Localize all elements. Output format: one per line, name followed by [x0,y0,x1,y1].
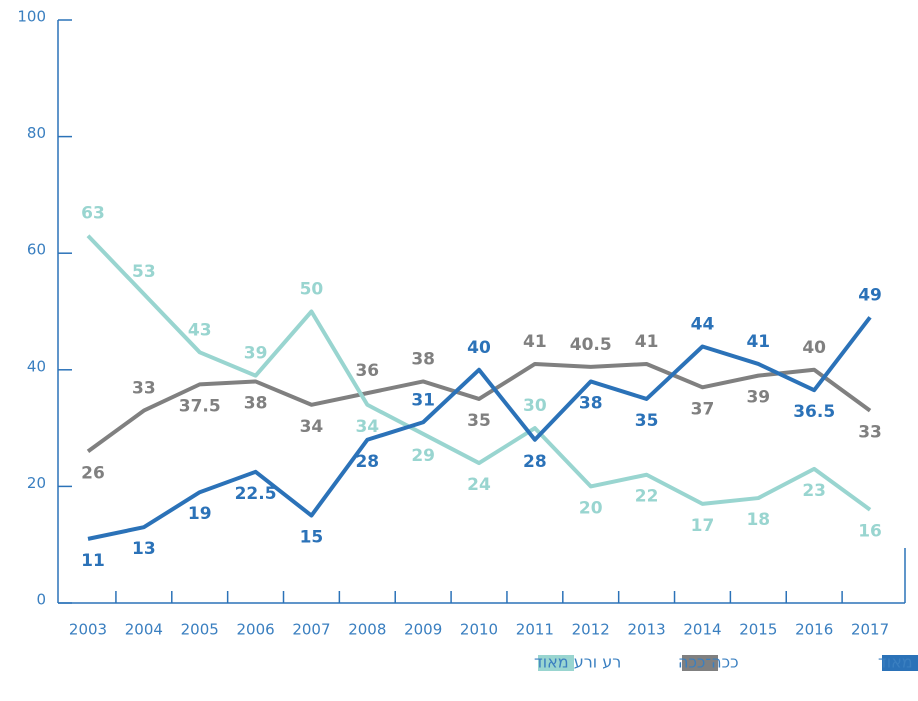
legend-label: ככה־ככה [678,653,739,672]
value-label: 23 [802,481,826,501]
value-label: 35 [467,411,491,431]
value-label: 34 [300,417,324,437]
legend-label: רע ורע מאוד [534,653,621,672]
x-tick-label: 2011 [516,621,554,639]
value-label: 15 [300,528,324,548]
value-label: 18 [746,510,770,530]
value-label: 41 [746,332,770,352]
value-label: 44 [691,314,715,334]
value-label: 19 [188,504,212,524]
y-tick-label: 80 [27,124,46,142]
value-label: 37 [691,399,715,419]
value-label: 22.5 [235,484,277,504]
legend-label: טוב וטוב מאוד [878,653,918,672]
value-label: 41 [523,332,547,352]
value-label: 30 [523,396,547,416]
y-tick-label: 100 [17,8,46,26]
value-label: 28 [523,452,547,472]
y-tick-label: 0 [36,591,46,609]
x-tick-label: 2010 [460,621,498,639]
legend-swatch [882,655,918,671]
value-label: 36 [355,361,379,381]
value-label: 29 [411,446,435,466]
x-tick-label: 2017 [851,621,889,639]
y-tick-label: 60 [27,241,46,259]
value-label: 34 [355,417,379,437]
x-tick-label: 2015 [739,621,777,639]
value-label: 35 [635,411,659,431]
x-tick-label: 2009 [404,621,442,639]
value-label: 28 [355,452,379,472]
value-label: 26 [81,463,105,483]
x-tick-label: 2012 [572,621,610,639]
y-tick-label: 40 [27,357,46,375]
value-label: 43 [188,320,212,340]
value-label: 24 [467,475,491,495]
value-label: 33 [132,379,156,399]
value-label: 16 [858,522,882,542]
value-label: 38 [411,349,435,369]
x-tick-label: 2004 [125,621,163,639]
x-tick-label: 2013 [628,621,666,639]
value-label: 63 [81,204,105,224]
value-label: 41 [635,332,659,352]
value-label: 40 [467,338,491,358]
value-label: 11 [81,551,105,571]
value-label: 49 [858,285,882,305]
y-tick-label: 20 [27,474,46,492]
x-tick-label: 2005 [181,621,219,639]
value-label: 50 [300,280,324,300]
value-label: 39 [746,388,770,408]
value-label: 36.5 [793,402,835,422]
value-label: 37.5 [179,396,221,416]
value-label: 38 [579,393,603,413]
value-label: 13 [132,539,156,559]
x-tick-label: 2008 [348,621,386,639]
value-label: 53 [132,262,156,282]
value-label: 40 [802,338,826,358]
series-line [86,361,872,454]
legend-swatch [538,655,574,671]
x-tick-label: 2016 [795,621,833,639]
x-tick-label: 2003 [69,621,107,639]
value-label: 33 [858,423,882,443]
value-label: 38 [244,393,268,413]
x-tick-label: 2007 [292,621,330,639]
value-label: 31 [411,390,435,410]
value-label: 39 [244,344,268,364]
value-label: 40.5 [570,335,612,355]
x-tick-label: 2006 [236,621,274,639]
value-label: 17 [691,516,715,536]
legend-swatch [682,655,718,671]
series-line [86,234,872,512]
series-line [87,316,872,541]
value-label: 20 [579,498,603,518]
x-tick-label: 2014 [683,621,721,639]
value-label: 22 [635,487,659,507]
